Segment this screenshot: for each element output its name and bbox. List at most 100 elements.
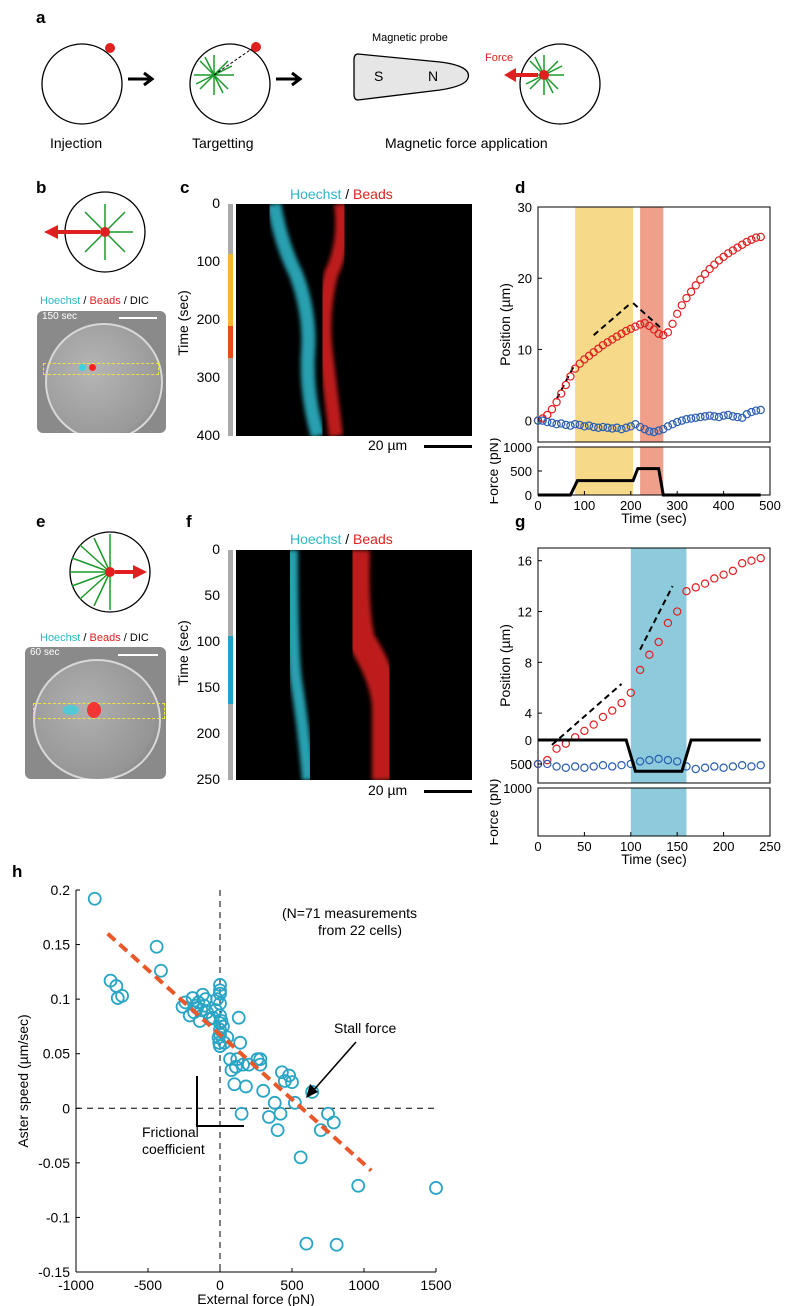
data-point xyxy=(321,1106,335,1121)
data-point xyxy=(635,665,645,675)
step-injection: Injection xyxy=(50,135,103,151)
data-point xyxy=(213,1016,227,1031)
kymo-c-title: Hoechst / Beads xyxy=(290,186,393,202)
legend-beads: Beads xyxy=(89,632,121,644)
ytick-label: -0.15 xyxy=(38,1264,70,1280)
kymograph-c xyxy=(236,202,472,438)
panel-f-letter: f xyxy=(186,512,192,531)
data-point xyxy=(663,755,673,765)
ytick-label: 500 xyxy=(510,757,532,772)
xlabel: Time (sec) xyxy=(621,510,687,526)
data-point xyxy=(580,726,589,736)
kymo-ytick: 50 xyxy=(204,587,220,603)
data-point xyxy=(224,1063,239,1077)
data-point xyxy=(705,264,714,274)
kymo-ytick: 100 xyxy=(196,633,220,649)
ytick-label: 30 xyxy=(518,200,532,215)
data-point xyxy=(608,424,617,433)
ytick-label: 0 xyxy=(525,757,532,772)
data-point xyxy=(227,1077,242,1092)
data-point xyxy=(710,412,719,421)
data-point xyxy=(640,318,649,328)
scalebar-f xyxy=(424,790,472,793)
title-beads: Beads xyxy=(353,186,393,202)
cell-image-e: 60 sec xyxy=(25,647,166,779)
legend-hoechst: Hoechst xyxy=(40,632,81,644)
panel-g-letter: g xyxy=(515,512,526,531)
kymo-ytick: 0 xyxy=(212,195,220,211)
data-point xyxy=(543,755,552,765)
ytick-label: 0 xyxy=(525,488,532,503)
data-point xyxy=(710,574,719,583)
friction-bracket-icon xyxy=(196,1076,244,1127)
data-point xyxy=(682,293,691,303)
legend-hoechst: Hoechst xyxy=(40,295,81,307)
data-point xyxy=(737,559,747,568)
data-point xyxy=(329,1237,344,1252)
ytick-label: 1000 xyxy=(503,781,532,796)
data-point xyxy=(659,424,668,434)
ytick-label: 12 xyxy=(518,605,532,620)
data-point xyxy=(570,762,580,771)
data-point xyxy=(589,762,598,771)
data-point xyxy=(556,419,566,428)
xtick-label: 0 xyxy=(534,839,541,854)
data-point xyxy=(351,1178,366,1193)
ylabel: Position (µm) xyxy=(497,283,513,366)
kymo-ytick: 250 xyxy=(196,771,220,787)
ytick-label: 0 xyxy=(525,733,532,748)
chart-h: -0.15 -0.1 -0.05 0 0.05 0.1 0.15 0.2 -1000 -500 0 5… xyxy=(15,882,452,1306)
data-point xyxy=(654,637,663,647)
data-point xyxy=(273,1106,288,1121)
pole-n: N xyxy=(428,68,439,84)
kymo-ytick: 200 xyxy=(196,725,220,741)
guide-line xyxy=(632,302,662,329)
data-point xyxy=(621,423,631,432)
data-point xyxy=(543,759,552,769)
data-point xyxy=(645,755,654,765)
legend-e: Hoechst / Beads / DIC xyxy=(40,632,149,644)
force-frame xyxy=(537,787,771,837)
title-hoechst: Hoechst xyxy=(290,186,342,202)
data-point xyxy=(429,1181,443,1195)
xtick-label: 200 xyxy=(620,498,642,513)
data-point xyxy=(677,301,687,310)
kymo-ytick: 300 xyxy=(196,369,220,385)
data-point xyxy=(677,416,687,425)
scalebar-c xyxy=(424,445,472,448)
xtick-label: 400 xyxy=(713,498,735,513)
legend-beads: Beads xyxy=(89,295,121,307)
data-point xyxy=(552,419,561,429)
frictional-label-1: Frictional xyxy=(142,1124,199,1140)
timestamp-e: 60 sec xyxy=(30,647,60,658)
xtick-label: 1500 xyxy=(420,1277,451,1293)
data-point xyxy=(682,415,691,424)
force-line xyxy=(538,738,761,773)
plot-frame xyxy=(537,206,771,443)
data-point xyxy=(668,419,677,429)
data-point xyxy=(87,891,102,906)
data-point xyxy=(654,426,663,435)
kymo-c-timebar-yellow xyxy=(228,254,233,326)
ytick-label: -0.1 xyxy=(46,1209,70,1225)
force-ylabel: Force (pN) xyxy=(490,438,501,505)
data-point xyxy=(747,407,756,417)
xlabel: Time (sec) xyxy=(621,851,687,867)
ytick-label: 1000 xyxy=(503,440,532,455)
legend-sep: / xyxy=(80,295,90,307)
xtick-label: 0 xyxy=(216,1277,224,1293)
data-point xyxy=(691,413,700,422)
xtick-label: 100 xyxy=(620,839,642,854)
ytick-label: 16 xyxy=(518,554,532,569)
ytick-label: 0.1 xyxy=(51,991,71,1007)
shaded-region xyxy=(575,447,634,495)
xtick-label: 0 xyxy=(534,498,541,513)
data-point xyxy=(728,762,738,771)
data-point xyxy=(668,319,677,328)
data-point xyxy=(566,421,575,430)
data-point xyxy=(649,427,659,437)
data-point xyxy=(580,422,589,431)
data-point xyxy=(253,1052,268,1067)
data-point xyxy=(626,422,635,431)
